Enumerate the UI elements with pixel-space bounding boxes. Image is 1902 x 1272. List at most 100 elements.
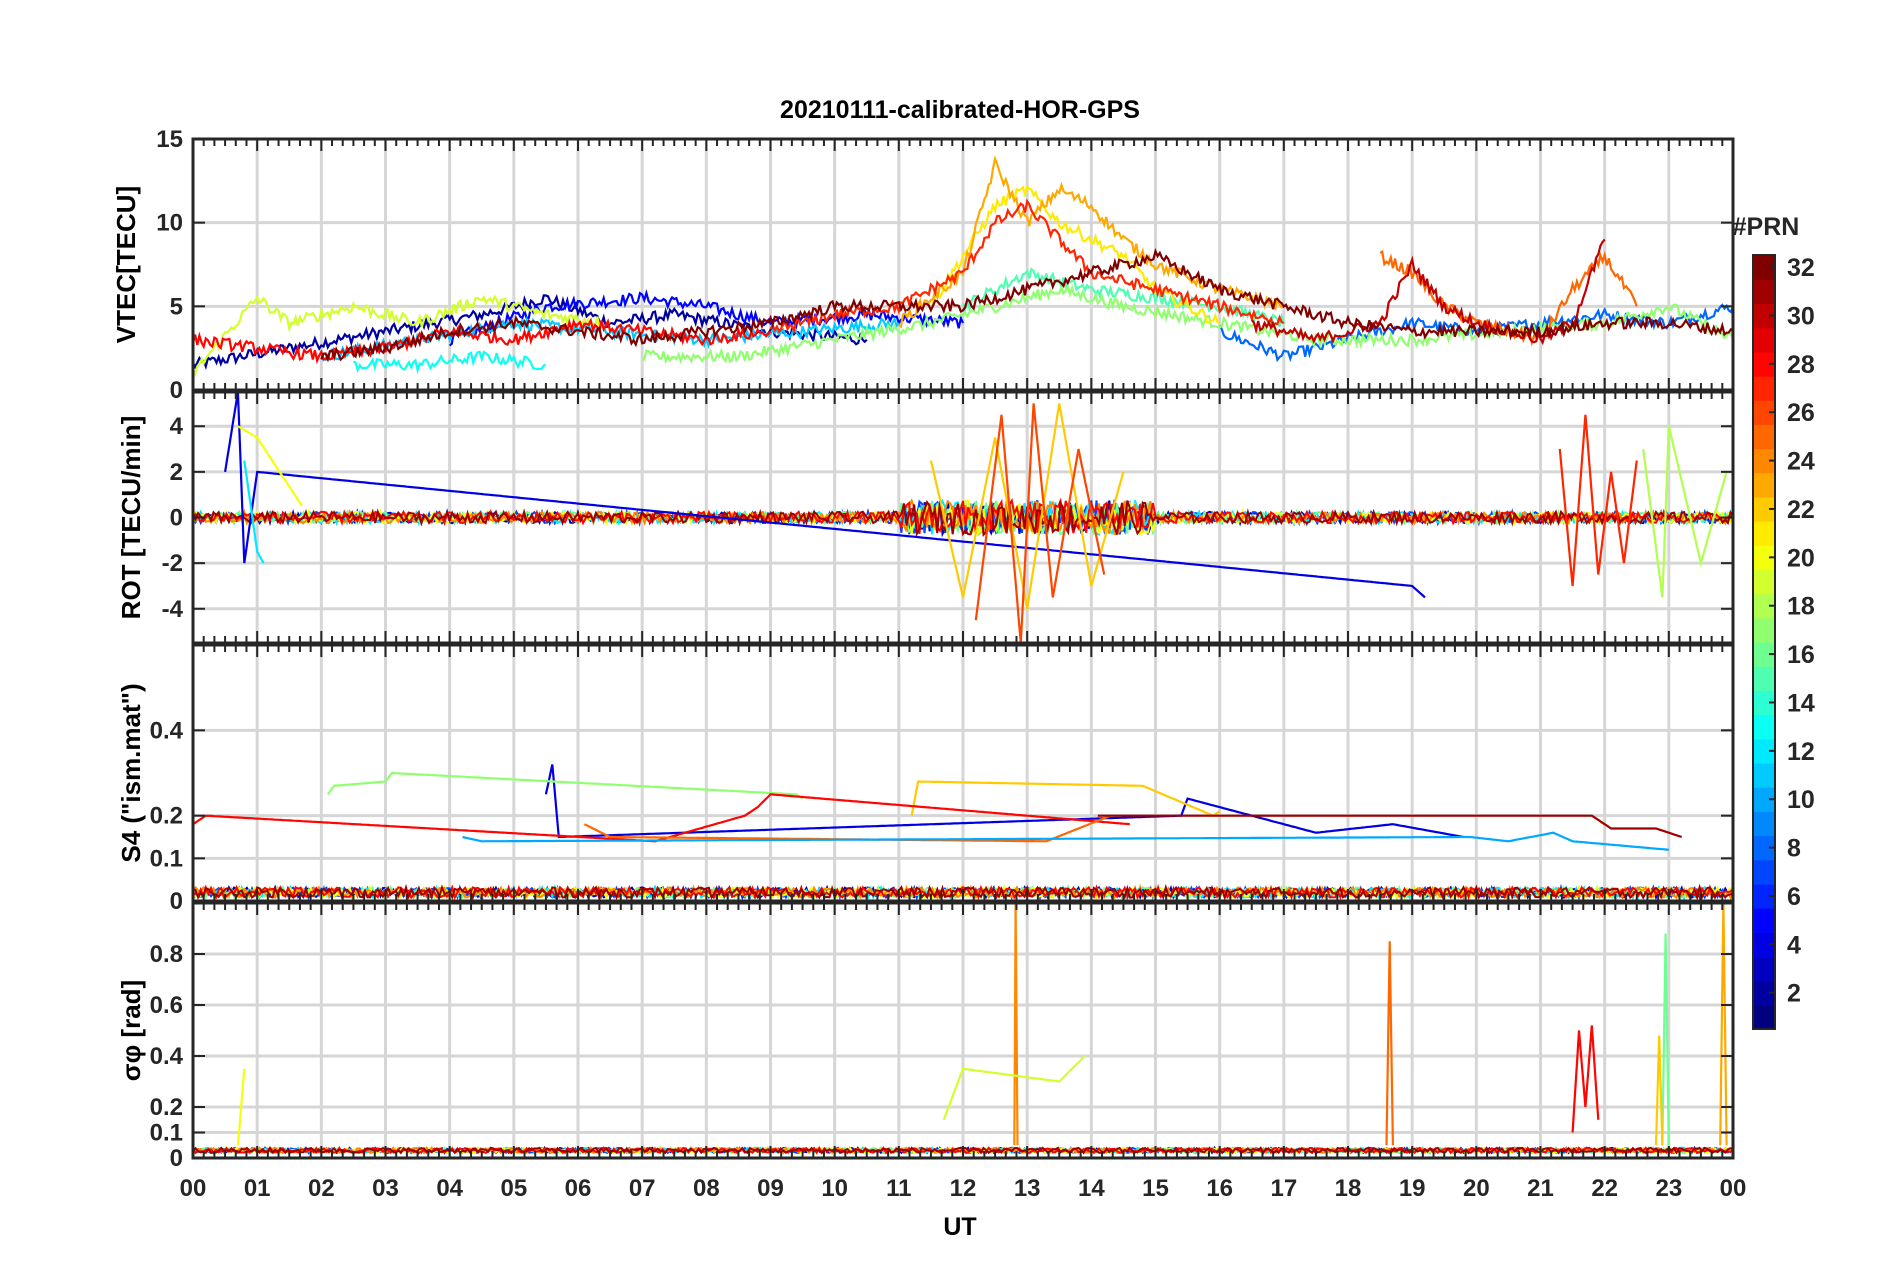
x-tick-label: 10 <box>821 1175 848 1202</box>
trace-prn-23 <box>1719 903 1728 1146</box>
trace-prn-32 <box>320 247 1733 363</box>
colorbar-swatch <box>1753 303 1775 329</box>
y-tick-label: -4 <box>162 596 184 623</box>
trace-prn-22 <box>929 403 1125 610</box>
colorbar-frame <box>1752 254 1776 1030</box>
colorbar-tick-label: 18 <box>1787 593 1815 621</box>
y-tick-label: 0 <box>170 1145 183 1172</box>
trace-prn-31 <box>1097 814 1683 839</box>
colorbar-tick-label: 16 <box>1787 641 1815 669</box>
x-tick-label: 23 <box>1655 1175 1682 1202</box>
colorbar-swatch <box>1753 351 1775 377</box>
traces-vtec <box>193 154 1733 378</box>
y-axis-label-rot: ROT [TECU/min] <box>116 416 146 620</box>
x-tick-label: 07 <box>629 1175 656 1202</box>
colorbar-swatch <box>1753 521 1775 546</box>
noise-trace <box>193 499 1733 538</box>
x-tick-label: 22 <box>1591 1175 1618 1202</box>
ticks-s4 <box>192 645 1734 902</box>
trace-prn-26 <box>974 403 1106 643</box>
trace-prn-17 <box>326 771 804 800</box>
colorbar-tick-label: 20 <box>1787 544 1815 572</box>
y-axis-label-sigma_phi: σφ [rad] <box>116 980 146 1081</box>
y-tick-label: 0.4 <box>150 1043 184 1070</box>
colorbar-swatch <box>1753 642 1775 667</box>
y-tick-label: 15 <box>156 126 183 153</box>
y-tick-label: 4 <box>170 413 184 440</box>
trace-prn-17 <box>641 283 1733 365</box>
chart-title: 20210111-calibrated-HOR-GPS <box>780 96 1140 124</box>
colorbar-tick-label: 4 <box>1787 931 1801 959</box>
colorbar-swatch <box>1753 762 1775 788</box>
trace-prn-20 <box>236 1068 246 1146</box>
x-tick-label: 03 <box>372 1175 399 1202</box>
colorbar-swatch <box>1753 835 1775 861</box>
colorbar-swatch <box>1753 279 1775 304</box>
colorbar-swatch <box>1753 400 1775 425</box>
trace-prn-28 <box>1571 1025 1600 1133</box>
colorbar-tick-label: 26 <box>1787 399 1815 427</box>
colorbar-swatch <box>1753 617 1775 643</box>
y-tick-label: 0.2 <box>150 803 183 830</box>
colorbar-tick-label: 32 <box>1787 254 1815 282</box>
colorbar-swatch <box>1753 980 1775 1006</box>
panel-sigma_phi: 00.10.2 0.4 0.6 0.8σφ [rad] <box>116 901 1735 1172</box>
x-tick-label: 11 <box>886 1175 911 1202</box>
trace-prn-19 <box>193 294 611 378</box>
colorbar-swatch <box>1753 956 1775 982</box>
y-tick-label: -2 <box>162 550 183 577</box>
trace-prn-10 <box>462 831 1669 851</box>
trace-prn-4 <box>544 764 1464 839</box>
colorbar-swatch <box>1753 883 1775 909</box>
y-tick-label: 5 <box>170 293 183 320</box>
trace-prn-22 <box>910 780 1221 817</box>
x-tick-label: 16 <box>1206 1175 1233 1202</box>
trace-prn-16 <box>1661 933 1670 1146</box>
trace-prn-12 <box>243 460 265 564</box>
x-tick-label: 19 <box>1399 1175 1426 1202</box>
x-tick-label: 01 <box>244 1175 271 1202</box>
colorbar-tick-label: 14 <box>1787 689 1815 717</box>
y-tick-label: 0.2 <box>150 1094 183 1121</box>
trace-prn-23 <box>898 154 1285 329</box>
colorbar-label: #PRN <box>1733 213 1800 241</box>
trace-prn-18 <box>1642 425 1728 598</box>
colorbar-swatch <box>1753 666 1775 691</box>
x-tick-label: 09 <box>757 1175 784 1202</box>
ticks-vtec <box>192 138 1734 391</box>
colorbar-swatch <box>1753 448 1775 474</box>
y-axis-label-vtec: VTEC[TECU] <box>111 186 141 343</box>
colorbar-tick-label: 30 <box>1787 302 1815 330</box>
colorbar-swatch <box>1753 738 1775 764</box>
colorbar-swatch <box>1753 327 1775 353</box>
panel-vtec: 0 5 10 15 VTEC[TECU] <box>111 126 1735 404</box>
colorbar-swatch <box>1753 255 1775 280</box>
x-tick-label: 00 <box>180 1175 207 1202</box>
x-axis-label: UT <box>943 1213 976 1241</box>
traces-rot <box>193 392 1733 643</box>
x-tick-label: 13 <box>1014 1175 1041 1202</box>
trace-prn-30 <box>1250 238 1606 346</box>
colorbar-swatch <box>1753 787 1775 812</box>
colorbar-swatch <box>1753 593 1775 619</box>
colorbar-swatch <box>1753 859 1775 885</box>
y-tick-label: 0.8 <box>150 941 183 968</box>
y-tick-label: 0.1 <box>150 1120 183 1147</box>
x-tick-label: 04 <box>436 1175 463 1202</box>
colorbar-swatch <box>1753 569 1775 595</box>
colorbar-tick-label: 24 <box>1787 448 1815 476</box>
colorbar-swatch <box>1753 375 1775 401</box>
colorbar-tick-label: 6 <box>1787 883 1801 911</box>
colorbar-tick-label: 2 <box>1787 980 1801 1008</box>
y-tick-label: 0.6 <box>150 992 183 1019</box>
trace-prn-5 <box>448 289 965 347</box>
trace-prn-20 <box>237 425 304 507</box>
colorbar-tick-label: 12 <box>1787 738 1815 766</box>
y-tick-label: 0.1 <box>150 845 183 872</box>
y-tick-label: 2 <box>170 459 183 486</box>
colorbar-tick-label: 10 <box>1787 786 1815 814</box>
x-tick-label: 00 <box>1720 1175 1747 1202</box>
